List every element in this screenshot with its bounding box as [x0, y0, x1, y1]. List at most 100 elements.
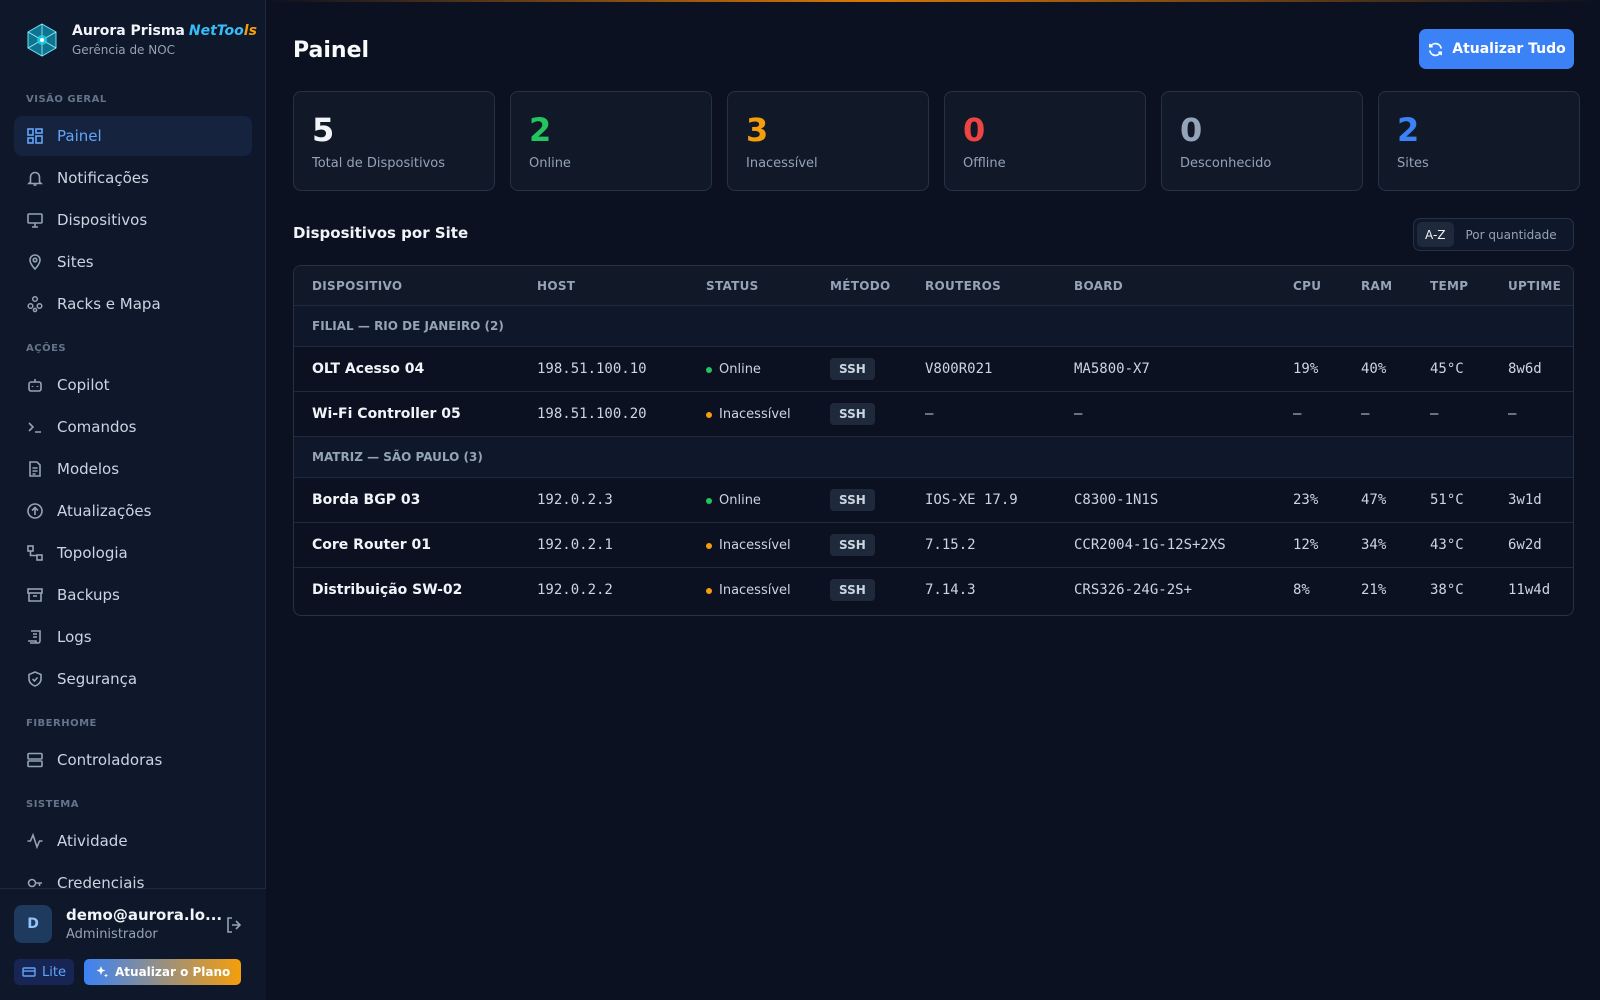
column-header[interactable]: TEMP: [1430, 279, 1469, 293]
sidebar-item-label: Atualizações: [57, 502, 152, 520]
column-header[interactable]: UPTIME: [1508, 279, 1562, 293]
table-row[interactable]: Wi-Fi Controller 05 198.51.100.20 Inacessí…: [294, 392, 1573, 437]
cell-ram: 40%: [1361, 361, 1387, 377]
stat-value: 2: [529, 111, 552, 149]
section-label-fiberhome: FIBERHOME: [26, 718, 97, 729]
cell-host: 192.0.2.2: [537, 582, 613, 598]
sidebar-item-atualizacoes[interactable]: Atualizações: [14, 491, 252, 531]
section-label-overview: VISÃO GERAL: [26, 94, 107, 105]
cell-board: C8300-1N1S: [1074, 492, 1159, 508]
table-row[interactable]: Core Router 01 192.0.2.1 Inacessível SSH 7.1…: [294, 523, 1573, 568]
sidebar-item-copilot[interactable]: Copilot: [14, 365, 252, 405]
archive-icon: [26, 586, 44, 604]
brand-tag-part1: NetToo: [188, 23, 244, 39]
logout-icon[interactable]: [224, 915, 244, 935]
cell-ram: 21%: [1361, 582, 1387, 598]
sidebar-item-comandos[interactable]: Comandos: [14, 407, 252, 447]
column-header[interactable]: ROUTEROS: [925, 279, 1002, 293]
cell-routeros: 7.15.2: [925, 537, 976, 553]
device-name-link[interactable]: Core Router 01: [312, 537, 431, 553]
cell-temp: 43°C: [1430, 537, 1464, 553]
sidebar-item-sites[interactable]: Sites: [14, 242, 252, 282]
upload-icon: [26, 502, 44, 520]
sidebar-item-controladoras[interactable]: Controladoras: [14, 740, 252, 780]
scroll-icon: [26, 628, 44, 646]
column-header[interactable]: RAM: [1361, 279, 1393, 293]
stat-card[interactable]: 2 Online: [510, 91, 712, 191]
user-role: Administrador: [66, 927, 158, 942]
sort-quantity-option[interactable]: Por quantidade: [1465, 227, 1557, 242]
sidebar-item-backups[interactable]: Backups: [14, 575, 252, 615]
status-text: Inacessível: [719, 407, 791, 422]
sidebar-item-label: Comandos: [57, 418, 137, 436]
cell-cpu: 8%: [1293, 582, 1310, 598]
cell-temp: 38°C: [1430, 582, 1464, 598]
sidebar-item-label: Notificações: [57, 169, 149, 187]
stat-label: Desconhecido: [1180, 156, 1272, 171]
brand[interactable]: Aurora Prisma NetTools Gerência de NOC: [24, 22, 257, 58]
column-header[interactable]: HOST: [537, 279, 576, 293]
cell-routeros: IOS-XE 17.9: [925, 492, 1018, 508]
stat-card[interactable]: 5 Total de Dispositivos: [293, 91, 495, 191]
sidebar-item-notificacoes[interactable]: Notificações: [14, 158, 252, 198]
stat-value: 0: [963, 111, 986, 149]
stat-value: 3: [746, 111, 769, 149]
status-dot-icon: [706, 542, 712, 549]
file-icon: [26, 460, 44, 478]
avatar[interactable]: D: [14, 905, 52, 943]
cell-host: 198.51.100.20: [537, 406, 647, 422]
device-name-link[interactable]: Wi-Fi Controller 05: [312, 406, 461, 422]
table-row[interactable]: OLT Acesso 04 198.51.100.10 Online SSH V800R…: [294, 347, 1573, 392]
status-badge: Inacessível: [706, 583, 791, 598]
sidebar-item-painel[interactable]: Painel: [14, 116, 252, 156]
brand-tag: NetTools: [189, 23, 257, 39]
cell-cpu: 12%: [1293, 537, 1319, 553]
refresh-all-button[interactable]: Atualizar Tudo: [1419, 29, 1574, 69]
sidebar-item-racks[interactable]: Racks e Mapa: [14, 284, 252, 324]
site-group-row[interactable]: FILIAL — RIO DE JANEIRO (2): [294, 306, 1573, 347]
sidebar-item-modelos[interactable]: Modelos: [14, 449, 252, 489]
sidebar-item-atividade[interactable]: Atividade: [14, 821, 252, 861]
device-name-link[interactable]: OLT Acesso 04: [312, 361, 425, 377]
table-row[interactable]: Borda BGP 03 192.0.2.3 Online SSH IOS-XE 17.…: [294, 478, 1573, 523]
sidebar-item-seguranca[interactable]: Segurança: [14, 659, 252, 699]
sidebar-item-label: Painel: [57, 127, 102, 145]
column-header[interactable]: MÉTODO: [830, 279, 891, 293]
table-row[interactable]: Distribuição SW-02 192.0.2.2 Inacessível SS…: [294, 568, 1573, 613]
cell-uptime: 11w4d: [1508, 582, 1551, 598]
column-header[interactable]: CPU: [1293, 279, 1322, 293]
device-name-link[interactable]: Distribuição SW-02: [312, 582, 463, 598]
terminal-icon: [26, 418, 44, 436]
site-group-row[interactable]: MATRIZ — SÃO PAULO (3): [294, 437, 1573, 478]
stat-card[interactable]: 3 Inacessível: [727, 91, 929, 191]
cell-board: —: [1074, 406, 1083, 422]
cell-routeros: 7.14.3: [925, 582, 976, 598]
sidebar-item-label: Controladoras: [57, 751, 163, 769]
stat-card[interactable]: 0 Offline: [944, 91, 1146, 191]
upgrade-plan-label: Atualizar o Plano: [115, 965, 231, 979]
column-header[interactable]: STATUS: [706, 279, 759, 293]
upgrade-plan-button[interactable]: Atualizar o Plano: [84, 959, 242, 985]
map-pin-icon: [26, 253, 44, 271]
stat-label: Offline: [963, 156, 1006, 171]
sidebar-item-topologia[interactable]: Topologia: [14, 533, 252, 573]
cell-host: 192.0.2.3: [537, 492, 613, 508]
sidebar-item-dispositivos[interactable]: Dispositivos: [14, 200, 252, 240]
stat-card[interactable]: 0 Desconhecido: [1161, 91, 1363, 191]
device-name-link[interactable]: Borda BGP 03: [312, 492, 421, 508]
user-email: demo@aurora.lo...: [66, 906, 223, 924]
sidebar-item-label: Logs: [57, 628, 92, 646]
user-panel: D demo@aurora.lo... Administrador Lite A…: [0, 888, 266, 1000]
cell-board: CCR2004-1G-12S+2XS: [1074, 537, 1226, 553]
sidebar-item-logs[interactable]: Logs: [14, 617, 252, 657]
sidebar-nav: VISÃO GERAL Painel Notificações Disposit…: [0, 80, 266, 888]
stat-card[interactable]: 2 Sites: [1378, 91, 1580, 191]
sidebar-item-credenciais[interactable]: Credenciais: [14, 863, 252, 888]
column-header[interactable]: DISPOSITIVO: [312, 279, 403, 293]
column-header[interactable]: BOARD: [1074, 279, 1124, 293]
method-badge: SSH: [830, 534, 875, 556]
cell-ram: —: [1361, 406, 1370, 422]
sort-az-option[interactable]: A-Z: [1417, 222, 1454, 247]
cell-temp: 51°C: [1430, 492, 1464, 508]
status-text: Inacessível: [719, 538, 791, 553]
